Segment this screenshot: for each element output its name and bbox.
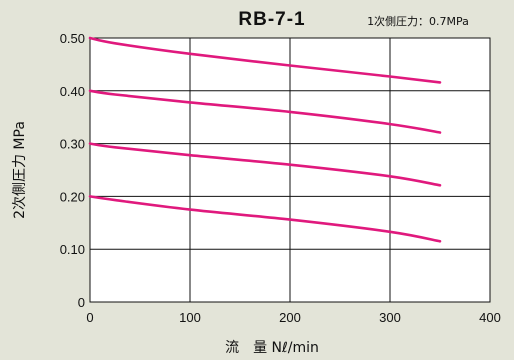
x-tick-label: 100 <box>179 310 201 325</box>
x-tick-label: 200 <box>279 310 301 325</box>
series-line-3 <box>88 142 442 187</box>
plot-area: 0 100 200 300 400 0 0.10 0.20 0.30 0.40 0.50 <box>60 31 501 325</box>
y-tick-label: 0.50 <box>60 31 85 46</box>
y-tick-label: 0.10 <box>60 242 85 257</box>
chart-title: RB-7-1 <box>238 9 305 30</box>
x-tick-label: 0 <box>86 310 93 325</box>
series-line-4 <box>88 195 442 243</box>
x-axis-label: 流 量 Nℓ/min <box>225 340 319 356</box>
chart-subtitle: 1次側圧力：0.7MPa <box>367 14 469 28</box>
y-axis-label: 2次側圧力 MPa <box>12 121 28 219</box>
series-line-1 <box>88 36 442 84</box>
y-tick-label: 0.40 <box>60 84 85 99</box>
y-tick-label: 0 <box>78 295 85 310</box>
y-tick-label: 0.20 <box>60 189 85 204</box>
series-line-2 <box>88 89 442 134</box>
y-tick-label: 0.30 <box>60 137 85 152</box>
x-tick-label: 400 <box>479 310 501 325</box>
x-tick-label: 300 <box>379 310 401 325</box>
